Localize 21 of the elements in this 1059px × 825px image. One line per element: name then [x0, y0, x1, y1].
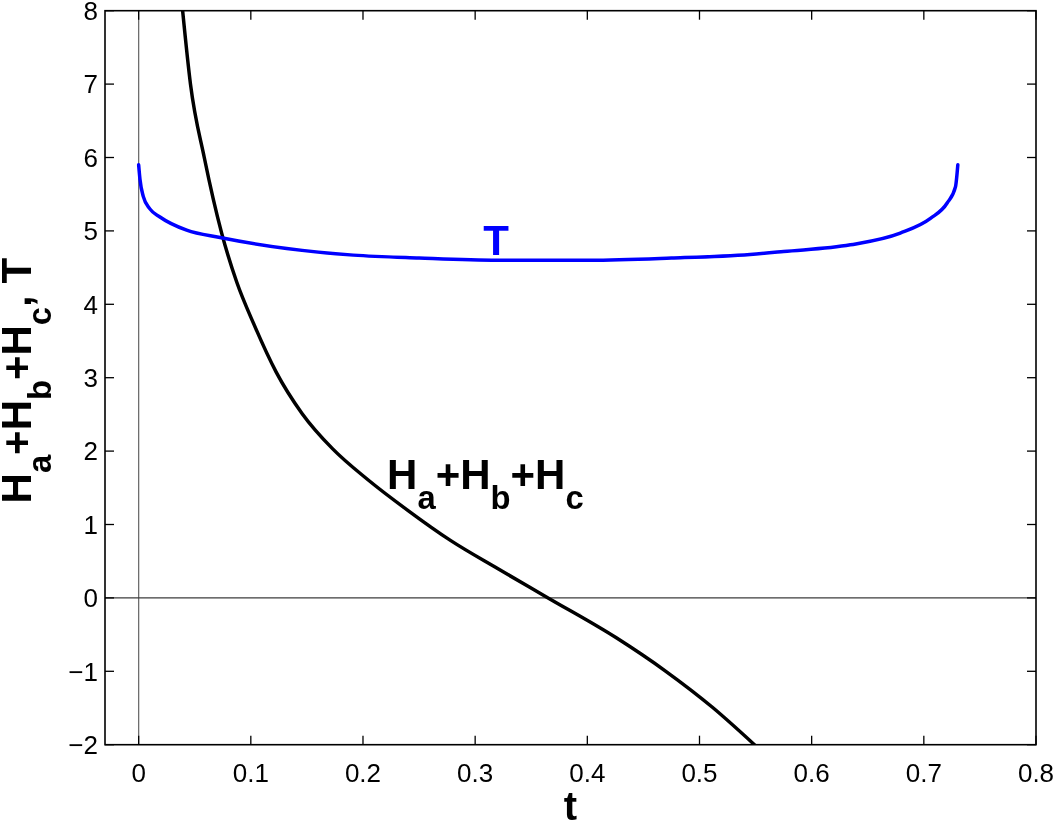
- y-tick-label: 3: [83, 363, 98, 394]
- y-tick-label: 5: [83, 216, 98, 247]
- x-tick-label: 0.6: [793, 758, 830, 788]
- y-tick-label: 7: [83, 69, 98, 100]
- series-label: H$_{a}$+H$_{b}$+H$_{c}$: [387, 451, 584, 516]
- y-tick-label: 0: [83, 583, 98, 614]
- y-tick-label: 2: [83, 436, 98, 467]
- x-tick-label: 0: [131, 758, 146, 788]
- y-tick-label: −1: [68, 656, 98, 687]
- x-tick-label: 0.5: [681, 758, 718, 788]
- x-tick-label: 0.1: [232, 758, 269, 788]
- y-tick-label: 8: [83, 0, 98, 27]
- y-tick-label: 1: [83, 509, 98, 540]
- x-tick-label: 0.8: [1017, 758, 1055, 788]
- y-tick-label: −2: [68, 730, 98, 761]
- series-label: T: [483, 217, 510, 265]
- x-tick-label: 0.2: [344, 758, 382, 788]
- x-tick-label: 0.7: [905, 758, 942, 788]
- x-tick-label: 0.3: [457, 758, 494, 788]
- y-tick-label: 4: [83, 289, 98, 320]
- y-tick-label: 6: [83, 142, 98, 173]
